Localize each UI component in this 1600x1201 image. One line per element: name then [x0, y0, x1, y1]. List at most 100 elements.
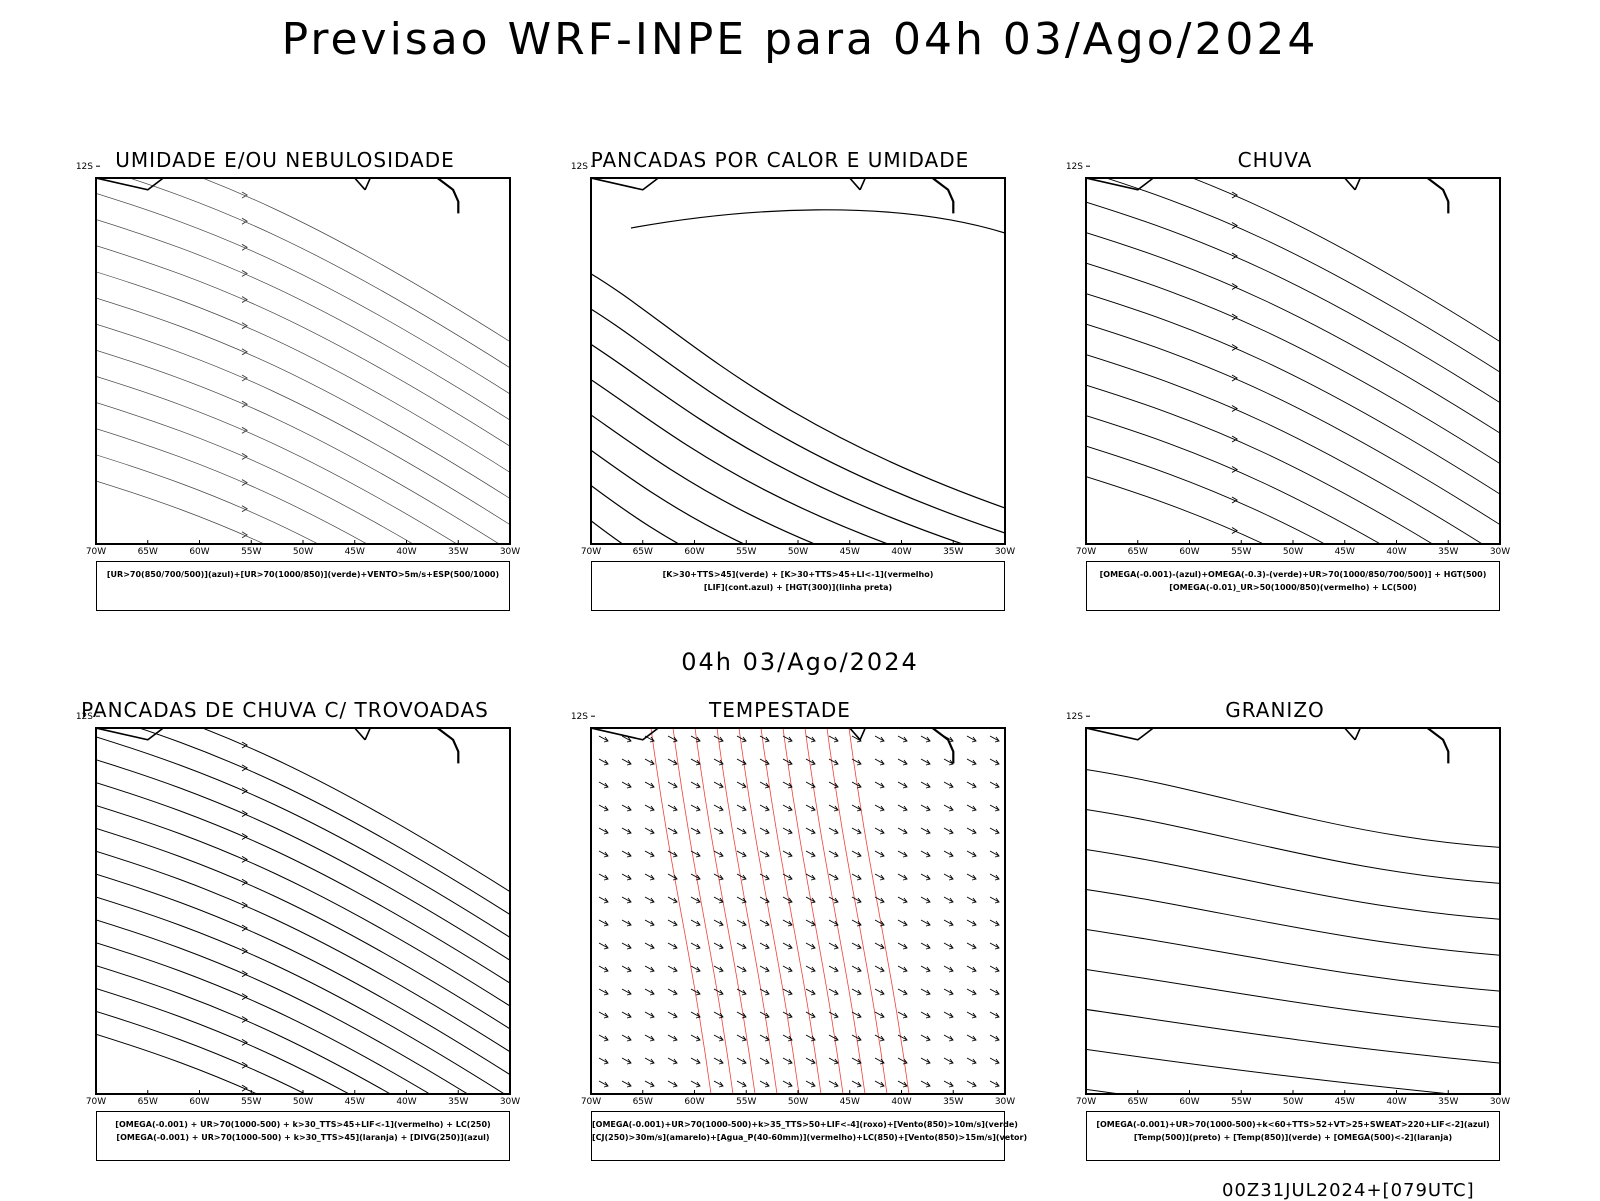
- wind-vector: [989, 850, 1000, 858]
- border-line: [601, 148, 715, 178]
- wind-vector: [598, 758, 609, 766]
- wind-vector: [713, 735, 724, 743]
- wind-vector: [690, 1057, 701, 1065]
- temp-500-contour: [1086, 888, 1500, 956]
- rain-speckle: [1391, 148, 1393, 149]
- lon-tick-label: 60W: [684, 547, 704, 557]
- wind-vector: [943, 896, 954, 904]
- wind-vector: [828, 781, 839, 789]
- lon-tick-label: 45W: [345, 1097, 365, 1107]
- wind-vector: [736, 965, 747, 973]
- wind-vector: [621, 850, 632, 858]
- stream-arrow: [1231, 405, 1238, 412]
- wind-vector: [782, 804, 793, 812]
- panel-title: PANCADAS POR CALOR E UMIDADE: [590, 148, 970, 172]
- wind-vector: [621, 1057, 632, 1065]
- streamline: [1191, 178, 1500, 343]
- stream-arrow: [241, 993, 248, 1001]
- map-geography: [96, 728, 460, 764]
- wind-vector: [851, 942, 862, 950]
- wind-vector: [713, 1057, 724, 1065]
- wind-vector: [989, 804, 1000, 812]
- run-timestamp: 00Z31JUL2024+[079UTC]: [1222, 1180, 1475, 1201]
- border-line: [1354, 728, 1362, 741]
- coastline: [1426, 728, 1450, 764]
- lon-tick-label: 45W: [840, 1097, 860, 1107]
- wind-vector: [943, 1011, 954, 1019]
- wind-vector: [736, 942, 747, 950]
- panel-title: UMIDADE E/OU NEBULOSIDADE: [115, 148, 455, 172]
- wind-vector: [805, 919, 816, 927]
- streamline: [1086, 415, 1382, 544]
- wind-vector: [598, 1011, 609, 1019]
- wind-vector: [644, 965, 655, 973]
- wind-vector: [667, 735, 678, 743]
- wind-vector: [598, 919, 609, 927]
- wind-vector: [828, 735, 839, 743]
- wind-vector: [920, 781, 931, 789]
- wind-vector: [966, 804, 977, 812]
- panel-title: PANCADAS DE CHUVA C/ TROVOADAS: [81, 698, 489, 722]
- border-line: [859, 178, 867, 191]
- wind-vector: [782, 827, 793, 835]
- border-line: [197, 728, 202, 729]
- wind-vector: [782, 781, 793, 789]
- wind-vector: [759, 919, 770, 927]
- wind-vector: [736, 735, 747, 743]
- wind-vector: [989, 758, 1000, 766]
- wind-vector: [989, 1057, 1000, 1065]
- wind-vector: [989, 1034, 1000, 1042]
- stream-arrow: [241, 901, 248, 909]
- wind-vector: [598, 781, 609, 789]
- wind-vector: [874, 896, 885, 904]
- stream-arrow: [241, 374, 248, 382]
- wind-vector: [920, 1011, 931, 1019]
- wind-vector: [828, 896, 839, 904]
- wind-vector: [989, 988, 1000, 996]
- stream-arrow: [1231, 222, 1238, 229]
- lc-contour: [694, 728, 756, 1094]
- map-fields: -12-12-12-12: [1086, 698, 1500, 1094]
- rain-speckle: [1304, 156, 1307, 159]
- wind-vector: [943, 850, 954, 858]
- streamline: [1086, 445, 1326, 544]
- wind-vector: [851, 988, 862, 996]
- legend-line: [OMEGA(-0.01)_UR>50(1000/850)(vermelho) …: [1169, 583, 1417, 592]
- wind-vector: [828, 804, 839, 812]
- wind-vector: [713, 758, 724, 766]
- streamline: [96, 896, 506, 1094]
- lc-contour: [826, 728, 888, 1094]
- wind-vector: [690, 1034, 701, 1042]
- coastline: [1426, 178, 1450, 214]
- wind-vector: [621, 1034, 632, 1042]
- wind-vector: [966, 988, 977, 996]
- wind-vector: [805, 896, 816, 904]
- lon-tick-label: 55W: [736, 547, 756, 557]
- border-line: [1324, 698, 1345, 704]
- wind-vector: [667, 965, 678, 973]
- wind-vector: [897, 781, 908, 789]
- wind-vector: [621, 1011, 632, 1019]
- wind-vector: [874, 942, 885, 950]
- wind-vector: [828, 965, 839, 973]
- border-line: [1096, 698, 1210, 728]
- rain-speckle: [1350, 158, 1353, 161]
- wind-vector: [736, 919, 747, 927]
- wind-vector: [782, 1057, 793, 1065]
- map-frame: [95, 177, 511, 545]
- wind-vector: [713, 1011, 724, 1019]
- lon-tick-label: 65W: [1128, 547, 1148, 557]
- wind-vector: [966, 1011, 977, 1019]
- map-frame: [590, 177, 1006, 545]
- wind-vector: [621, 988, 632, 996]
- height-contour: [591, 343, 965, 544]
- height-contour: [591, 308, 1005, 534]
- streamline: [1086, 201, 1500, 404]
- wind-vector: [644, 1011, 655, 1019]
- rain-speckle: [1408, 163, 1412, 167]
- wind-vector: [667, 942, 678, 950]
- wind-vector: [621, 942, 632, 950]
- lc-contour: [848, 728, 910, 1094]
- wind-vector: [621, 873, 632, 881]
- wind-vector: [690, 804, 701, 812]
